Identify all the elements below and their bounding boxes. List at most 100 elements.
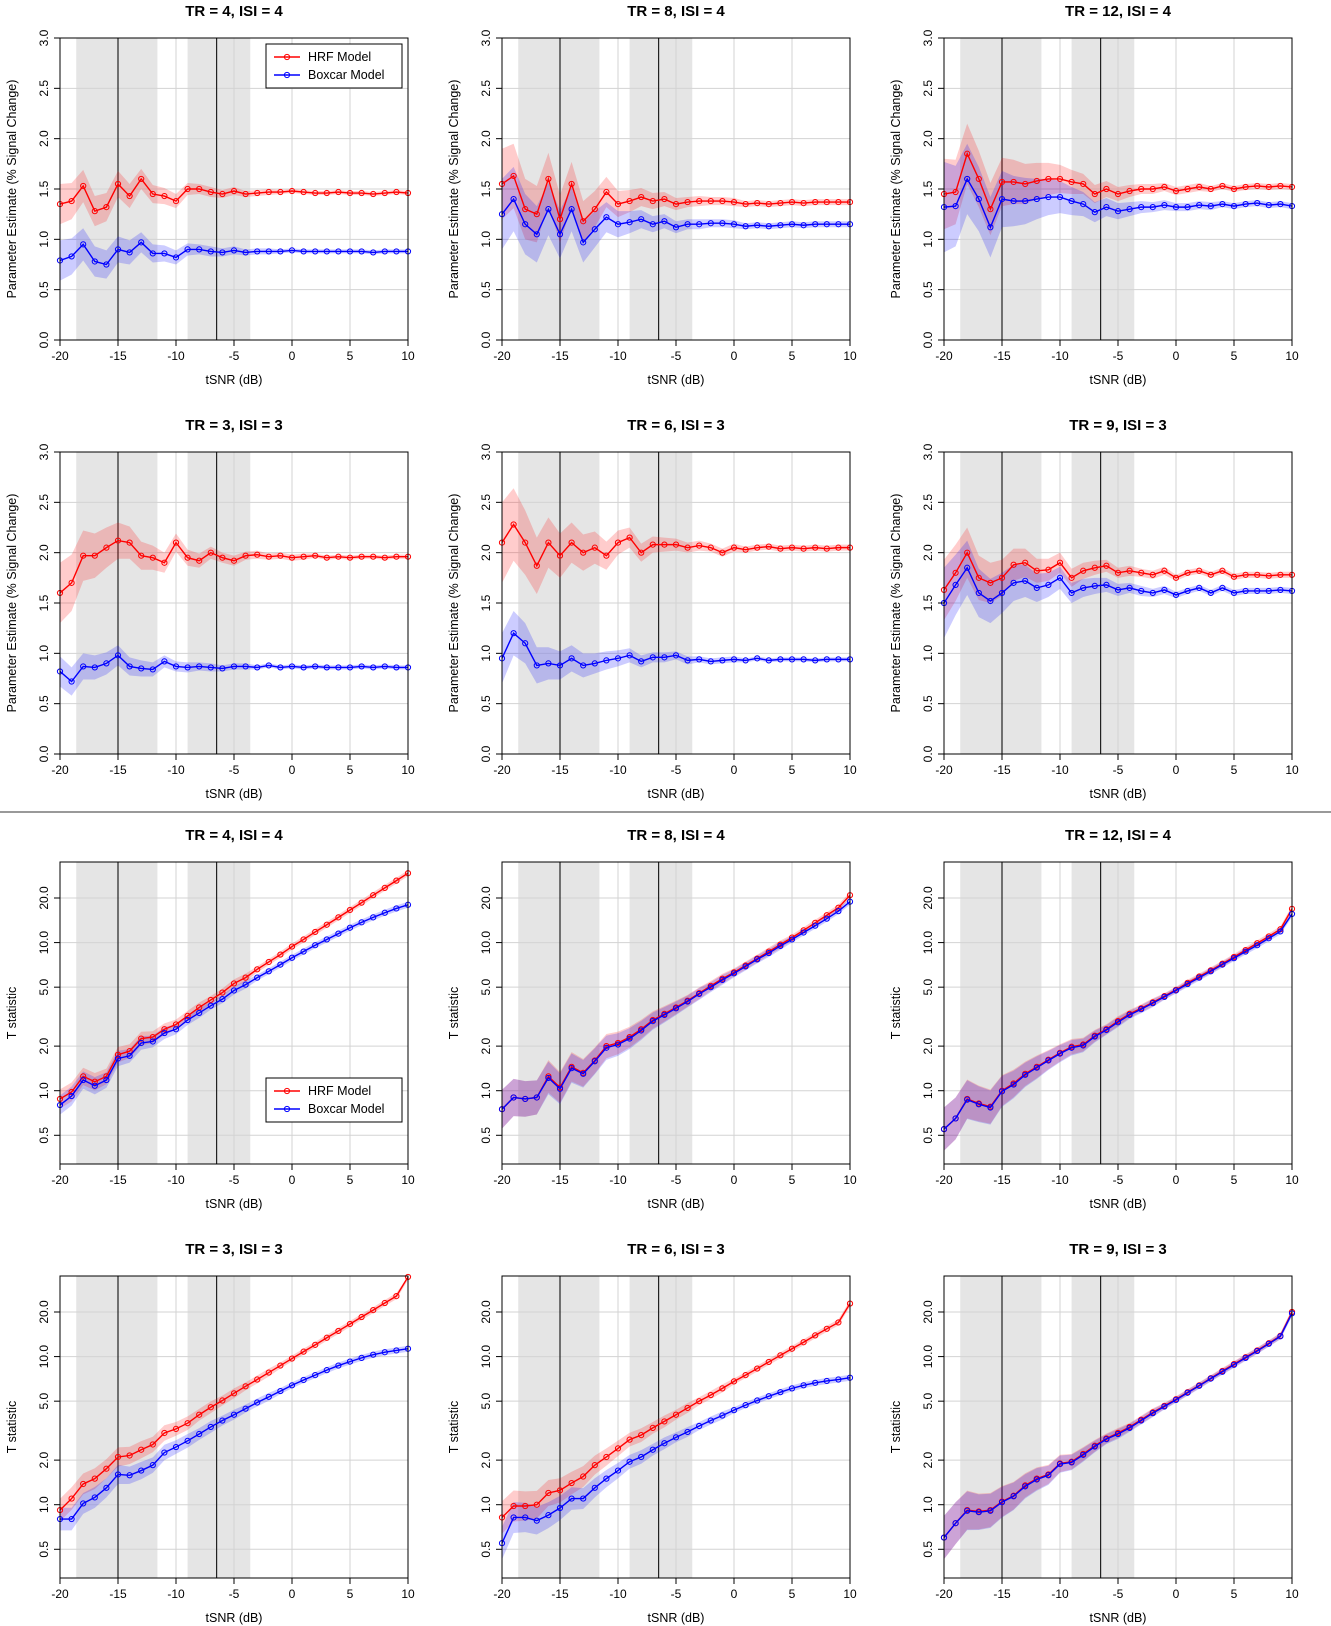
- y-tick-label: 1.0: [921, 1082, 935, 1099]
- boxcar-data-point: [661, 1011, 668, 1018]
- hrf-data-point: [533, 1501, 540, 1508]
- hrf-data-point: [149, 1034, 156, 1041]
- hrf-data-point: [335, 553, 342, 560]
- boxcar-data-point: [626, 652, 633, 659]
- boxcar-data-point: [1091, 582, 1098, 589]
- boxcar-data-point: [742, 963, 749, 970]
- boxcar-data-point: [346, 248, 354, 255]
- hrf-series-line: [944, 551, 1292, 591]
- y-tick-label: 0.5: [921, 695, 935, 712]
- boxcar-data-point: [812, 922, 819, 929]
- y-tick-label: 2.5: [37, 494, 51, 511]
- x-axis-label: tSNR (dB): [648, 1611, 705, 1625]
- hrf-data-point: [1230, 573, 1238, 580]
- x-tick-label: -5: [1113, 1587, 1124, 1601]
- boxcar-data-point: [312, 942, 319, 949]
- hrf-data-point: [754, 544, 761, 551]
- y-tick-label: 2.5: [37, 80, 51, 97]
- y-tick-label: 1.0: [921, 645, 935, 662]
- boxcar-data-point: [242, 981, 249, 988]
- boxcar-data-point: [707, 220, 714, 227]
- hrf-data-point: [1068, 574, 1075, 581]
- x-tick-label: 0: [731, 763, 738, 777]
- x-tick-label: 0: [289, 349, 296, 363]
- hrf-data-point: [1010, 178, 1017, 186]
- boxcar-data-point: [545, 206, 552, 213]
- shaded-band: [1071, 862, 1135, 1164]
- y-tick-label: 0.5: [37, 1127, 51, 1144]
- y-tick-label: 2.0: [479, 1037, 493, 1054]
- boxcar-data-point: [730, 656, 738, 663]
- boxcar-data-point: [1277, 201, 1284, 208]
- boxcar-data-point: [998, 1088, 1006, 1095]
- legend-box: [265, 43, 403, 89]
- boxcar-data-point: [103, 1484, 110, 1491]
- y-tick-label: 2.5: [921, 494, 935, 511]
- y-axis-label: Parameter Estimate (% Signal Change): [5, 494, 19, 713]
- boxcar-data-point: [730, 970, 738, 977]
- boxcar-data-point: [1114, 586, 1122, 594]
- boxcar-data-point: [312, 1371, 319, 1379]
- x-tick-label: -15: [109, 763, 127, 777]
- boxcar-data-point: [952, 1115, 959, 1122]
- boxcar-data-point: [1254, 587, 1261, 595]
- hrf-data-point: [730, 198, 738, 206]
- y-tick-label: 2.0: [37, 130, 51, 147]
- hrf-data-point: [638, 193, 645, 201]
- boxcar-data-point: [68, 1515, 75, 1523]
- x-tick-label: 5: [347, 1173, 354, 1187]
- boxcar-data-point: [172, 1026, 180, 1033]
- hrf-data-point: [370, 892, 377, 899]
- boxcar-data-point: [556, 1504, 564, 1512]
- hrf-data-point: [1033, 177, 1040, 185]
- y-tick-label: 1.0: [479, 1496, 493, 1513]
- y-tick-label: 1.0: [37, 645, 51, 662]
- x-tick-label: 5: [789, 763, 796, 777]
- boxcar-data-point: [800, 222, 807, 229]
- chart-title: TR = 4, ISI = 4: [185, 3, 283, 20]
- shaded-band: [518, 1276, 600, 1578]
- hrf-data-point: [649, 541, 656, 548]
- boxcar-data-point: [265, 1393, 272, 1400]
- hrf-data-point: [964, 150, 971, 157]
- hrf-data-point: [277, 188, 284, 196]
- boxcar-data-point: [1207, 968, 1214, 975]
- boxcar-series-line: [60, 654, 408, 683]
- boxcar-confidence-band: [60, 901, 408, 1115]
- y-tick-label: 0.5: [479, 695, 493, 712]
- boxcar-data-point: [800, 656, 807, 663]
- boxcar-data-point: [346, 664, 354, 671]
- boxcar-data-point: [358, 663, 365, 670]
- hrf-data-point: [1254, 182, 1261, 190]
- x-tick-label: -10: [1051, 1173, 1069, 1187]
- hrf-data-point: [1091, 564, 1098, 571]
- boxcar-data-point: [346, 924, 354, 931]
- hrf-data-point: [138, 175, 145, 183]
- hrf-data-point: [323, 1334, 330, 1341]
- x-tick-label: -20: [493, 1587, 511, 1601]
- hrf-data-point: [196, 185, 203, 193]
- y-tick-label: 5.0: [921, 979, 935, 996]
- boxcar-data-point: [964, 1507, 971, 1514]
- x-tick-label: 10: [401, 1587, 415, 1601]
- boxcar-data-point: [777, 942, 784, 949]
- chart-panel: -20 -15 -10 -5 0 5 10 0.5 1.0 2.0 5.0 10.0 20.0 TR = …: [447, 1241, 857, 1625]
- y-tick-label: 0.5: [479, 1541, 493, 1558]
- boxcar-series-line: [944, 566, 1292, 604]
- boxcar-data-point: [661, 654, 668, 661]
- hrf-data-point: [230, 187, 238, 195]
- x-axis-label: tSNR (dB): [206, 787, 263, 801]
- chart-title: TR = 12, ISI = 4: [1065, 827, 1172, 844]
- boxcar-data-point: [1033, 195, 1040, 203]
- hrf-data-point: [393, 553, 400, 560]
- x-tick-label: -5: [671, 1587, 682, 1601]
- hrf-data-point: [800, 199, 807, 207]
- boxcar-data-point: [580, 1495, 587, 1502]
- boxcar-data-point: [1138, 1006, 1145, 1013]
- x-tick-label: 0: [289, 1173, 296, 1187]
- boxcar-data-point: [788, 656, 796, 663]
- boxcar-data-point: [556, 662, 564, 669]
- hrf-data-point: [626, 197, 633, 205]
- boxcar-data-point: [335, 248, 342, 255]
- boxcar-data-point: [114, 1471, 122, 1478]
